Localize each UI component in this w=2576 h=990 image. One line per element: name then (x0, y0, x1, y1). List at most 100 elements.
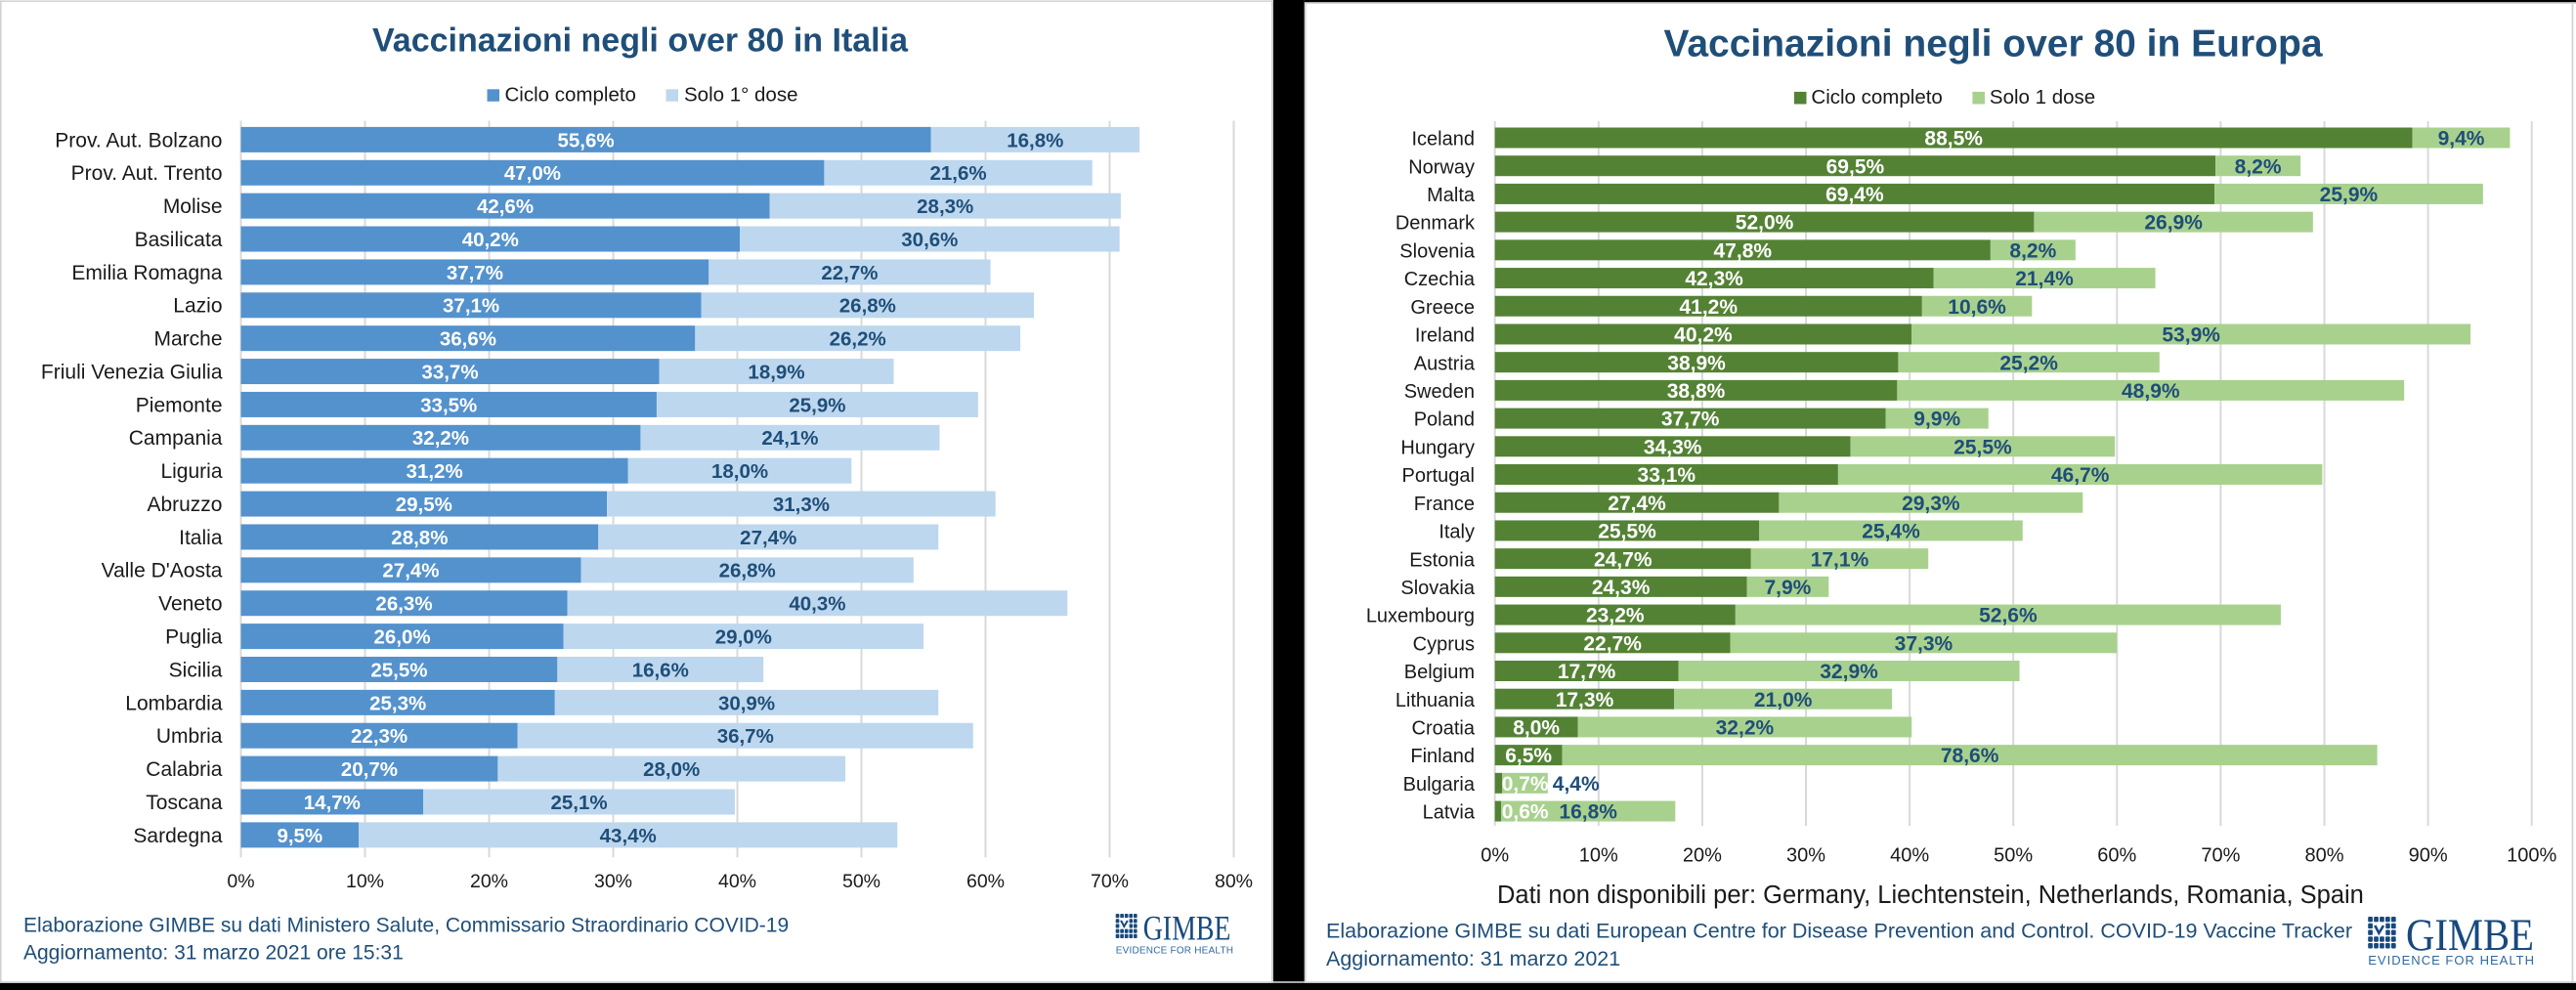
svg-text:55,6%: 55,6% (557, 129, 614, 151)
svg-text:24,3%: 24,3% (1592, 577, 1651, 599)
svg-text:25,5%: 25,5% (370, 659, 427, 681)
svg-text:22,3%: 22,3% (351, 725, 408, 748)
svg-text:Slovakia: Slovakia (1400, 578, 1475, 599)
svg-text:6,5%: 6,5% (1505, 745, 1552, 767)
svg-text:29,3%: 29,3% (1902, 493, 1960, 515)
svg-text:GIMBE: GIMBE (1143, 908, 1231, 947)
svg-text:88,5%: 88,5% (1924, 128, 1983, 151)
svg-text:47,8%: 47,8% (1714, 239, 1773, 262)
svg-text:40,3%: 40,3% (789, 593, 845, 616)
svg-text:GIMBE: GIMBE (2406, 910, 2534, 961)
svg-text:32,2%: 32,2% (1716, 717, 1775, 740)
svg-text:EVIDENCE FOR HEALTH: EVIDENCE FOR HEALTH (2368, 953, 2534, 968)
svg-text:Finland: Finland (1410, 746, 1475, 767)
svg-text:Sardegna: Sardegna (133, 825, 222, 847)
svg-text:28,0%: 28,0% (643, 758, 700, 781)
svg-text:16,6%: 16,6% (632, 659, 689, 681)
svg-text:30,6%: 30,6% (901, 229, 958, 251)
svg-text:28,8%: 28,8% (391, 527, 448, 549)
svg-text:29,5%: 29,5% (396, 494, 452, 516)
svg-text:37,7%: 37,7% (1661, 409, 1720, 431)
svg-text:20%: 20% (470, 871, 508, 892)
svg-text:100%: 100% (2507, 845, 2556, 867)
svg-text:26,9%: 26,9% (2144, 212, 2203, 235)
svg-text:29,0%: 29,0% (715, 626, 772, 649)
svg-text:43,4%: 43,4% (600, 825, 657, 847)
svg-text:Cyprus: Cyprus (1413, 633, 1475, 655)
svg-text:33,7%: 33,7% (421, 361, 478, 383)
svg-text:Prov. Aut. Bolzano: Prov. Aut. Bolzano (55, 129, 222, 151)
svg-text:30%: 30% (594, 871, 632, 892)
svg-text:Friuli Venezia Giulia: Friuli Venezia Giulia (41, 361, 223, 383)
svg-text:22,7%: 22,7% (821, 262, 878, 284)
svg-text:25,9%: 25,9% (789, 394, 845, 416)
svg-text:60%: 60% (966, 871, 1005, 892)
svg-text:20%: 20% (1683, 845, 1722, 867)
svg-text:Czechia: Czechia (1404, 269, 1476, 290)
svg-text:Elaborazione GIMBE su dati Min: Elaborazione GIMBE su dati Ministero Sal… (23, 915, 789, 937)
svg-text:50%: 50% (842, 871, 880, 892)
svg-text:25,9%: 25,9% (2320, 184, 2379, 206)
svg-text:10%: 10% (346, 871, 384, 892)
svg-text:Toscana: Toscana (146, 792, 223, 814)
svg-text:48,9%: 48,9% (2122, 380, 2180, 403)
svg-text:36,7%: 36,7% (717, 725, 774, 748)
svg-text:Croatia: Croatia (1412, 718, 1476, 740)
svg-text:Veneto: Veneto (158, 593, 222, 616)
svg-text:Austria: Austria (1414, 353, 1476, 374)
svg-text:Ciclo completo: Ciclo completo (1811, 86, 1942, 108)
svg-text:Luxembourg: Luxembourg (1366, 606, 1475, 627)
svg-text:Sicilia: Sicilia (169, 659, 223, 681)
svg-text:26,3%: 26,3% (375, 593, 432, 616)
svg-text:8,2%: 8,2% (2009, 239, 2056, 262)
svg-text:37,3%: 37,3% (1895, 632, 1953, 655)
svg-text:Denmark: Denmark (1395, 213, 1476, 235)
svg-text:33,1%: 33,1% (1638, 464, 1696, 487)
svg-text:22,7%: 22,7% (1583, 632, 1642, 655)
svg-text:30,9%: 30,9% (718, 692, 775, 714)
svg-text:16,8%: 16,8% (1559, 801, 1617, 824)
svg-text:33,5%: 33,5% (420, 394, 477, 416)
svg-text:Liguria: Liguria (160, 460, 222, 483)
svg-text:69,4%: 69,4% (1825, 184, 1884, 206)
svg-text:0,7%: 0,7% (1502, 773, 1549, 796)
svg-text:Bulgaria: Bulgaria (1403, 774, 1476, 796)
svg-text:Ciclo completo: Ciclo completo (505, 83, 636, 106)
svg-text:Poland: Poland (1414, 409, 1475, 431)
svg-text:Aggiornamento: 31 marzo 2021 o: Aggiornamento: 31 marzo 2021 ore 15:31 (23, 942, 404, 965)
svg-text:0,6%: 0,6% (1502, 801, 1549, 824)
svg-text:Calabria: Calabria (146, 758, 223, 781)
svg-text:42,3%: 42,3% (1685, 268, 1743, 290)
svg-text:37,7%: 37,7% (447, 262, 503, 284)
svg-text:7,9%: 7,9% (1764, 577, 1811, 599)
svg-text:Belgium: Belgium (1404, 662, 1475, 683)
svg-text:10%: 10% (1579, 845, 1618, 867)
svg-text:25,5%: 25,5% (1598, 521, 1656, 543)
svg-text:21,0%: 21,0% (1754, 689, 1813, 711)
svg-text:17,7%: 17,7% (1558, 661, 1616, 683)
svg-text:40%: 40% (718, 871, 756, 892)
svg-text:26,2%: 26,2% (830, 328, 886, 351)
svg-text:0%: 0% (1481, 845, 1509, 867)
svg-text:40,2%: 40,2% (1674, 324, 1733, 347)
svg-text:38,9%: 38,9% (1667, 352, 1726, 374)
svg-text:Basilicata: Basilicata (135, 229, 223, 251)
svg-text:25,2%: 25,2% (1999, 352, 2058, 374)
svg-text:10,6%: 10,6% (1948, 296, 2006, 319)
svg-text:70%: 70% (1091, 871, 1129, 892)
svg-text:24,7%: 24,7% (1594, 548, 1653, 571)
svg-text:Sweden: Sweden (1404, 381, 1475, 403)
svg-text:26,8%: 26,8% (839, 295, 896, 318)
svg-text:Campania: Campania (129, 427, 223, 450)
svg-text:Aggiornamento: 31 marzo 2021: Aggiornamento: 31 marzo 2021 (1326, 947, 1620, 970)
svg-text:20,7%: 20,7% (341, 758, 398, 781)
svg-text:80%: 80% (1215, 871, 1253, 892)
svg-text:Latvia: Latvia (1423, 802, 1476, 824)
svg-text:31,3%: 31,3% (773, 494, 830, 516)
svg-text:32,9%: 32,9% (1820, 661, 1878, 683)
svg-text:Italia: Italia (179, 527, 223, 549)
svg-text:23,2%: 23,2% (1586, 605, 1645, 627)
svg-text:36,6%: 36,6% (440, 328, 496, 351)
svg-text:26,0%: 26,0% (374, 626, 431, 649)
svg-text:Vaccinazioni negli over 80 in: Vaccinazioni negli over 80 in Italia (372, 22, 909, 60)
